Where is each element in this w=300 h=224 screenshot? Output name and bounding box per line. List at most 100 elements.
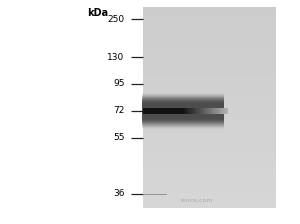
FancyBboxPatch shape	[142, 180, 276, 181]
Text: 72: 72	[113, 106, 124, 115]
FancyBboxPatch shape	[142, 45, 276, 47]
FancyBboxPatch shape	[209, 108, 210, 114]
FancyBboxPatch shape	[142, 203, 276, 205]
FancyBboxPatch shape	[142, 106, 276, 108]
FancyBboxPatch shape	[190, 108, 192, 114]
FancyBboxPatch shape	[142, 94, 276, 96]
FancyBboxPatch shape	[142, 96, 276, 97]
FancyBboxPatch shape	[142, 175, 276, 177]
FancyBboxPatch shape	[142, 10, 276, 12]
FancyBboxPatch shape	[142, 188, 276, 190]
FancyBboxPatch shape	[142, 159, 276, 161]
FancyBboxPatch shape	[204, 108, 205, 114]
FancyBboxPatch shape	[142, 126, 276, 128]
FancyBboxPatch shape	[142, 111, 276, 113]
Text: kDa: kDa	[87, 8, 108, 18]
FancyBboxPatch shape	[142, 161, 276, 163]
FancyBboxPatch shape	[142, 35, 276, 37]
FancyBboxPatch shape	[142, 15, 276, 17]
FancyBboxPatch shape	[142, 192, 276, 193]
FancyBboxPatch shape	[142, 7, 276, 8]
FancyBboxPatch shape	[142, 67, 276, 69]
FancyBboxPatch shape	[142, 57, 276, 59]
FancyBboxPatch shape	[142, 170, 276, 171]
FancyBboxPatch shape	[142, 25, 276, 27]
FancyBboxPatch shape	[210, 108, 211, 114]
FancyBboxPatch shape	[142, 101, 224, 120]
FancyBboxPatch shape	[142, 30, 276, 32]
FancyBboxPatch shape	[142, 27, 276, 28]
Text: 95: 95	[113, 80, 124, 88]
FancyBboxPatch shape	[142, 139, 276, 141]
FancyBboxPatch shape	[142, 29, 276, 30]
FancyBboxPatch shape	[218, 108, 219, 114]
Text: 130: 130	[107, 53, 124, 62]
FancyBboxPatch shape	[142, 100, 224, 122]
FancyBboxPatch shape	[142, 96, 224, 126]
FancyBboxPatch shape	[193, 108, 194, 114]
FancyBboxPatch shape	[142, 168, 276, 170]
FancyBboxPatch shape	[142, 207, 276, 208]
FancyBboxPatch shape	[142, 9, 276, 10]
FancyBboxPatch shape	[142, 100, 224, 121]
FancyBboxPatch shape	[211, 108, 212, 114]
FancyBboxPatch shape	[142, 104, 224, 118]
Text: 36: 36	[113, 189, 124, 198]
FancyBboxPatch shape	[215, 108, 217, 114]
FancyBboxPatch shape	[142, 105, 224, 117]
FancyBboxPatch shape	[142, 109, 276, 111]
FancyBboxPatch shape	[142, 183, 276, 185]
FancyBboxPatch shape	[142, 97, 276, 99]
FancyBboxPatch shape	[142, 151, 276, 153]
FancyBboxPatch shape	[142, 19, 276, 20]
FancyBboxPatch shape	[192, 108, 193, 114]
FancyBboxPatch shape	[203, 108, 204, 114]
FancyBboxPatch shape	[208, 108, 209, 114]
FancyBboxPatch shape	[142, 22, 276, 24]
FancyBboxPatch shape	[142, 186, 276, 188]
FancyBboxPatch shape	[199, 108, 200, 114]
FancyBboxPatch shape	[142, 99, 224, 123]
FancyBboxPatch shape	[206, 108, 208, 114]
FancyBboxPatch shape	[188, 108, 190, 114]
FancyBboxPatch shape	[142, 198, 276, 200]
FancyBboxPatch shape	[142, 64, 276, 65]
FancyBboxPatch shape	[214, 108, 215, 114]
FancyBboxPatch shape	[142, 66, 276, 67]
FancyBboxPatch shape	[142, 82, 276, 84]
FancyBboxPatch shape	[142, 106, 224, 116]
FancyBboxPatch shape	[142, 141, 276, 143]
FancyBboxPatch shape	[142, 97, 224, 125]
FancyBboxPatch shape	[142, 84, 276, 86]
FancyBboxPatch shape	[142, 181, 276, 183]
FancyBboxPatch shape	[142, 59, 276, 60]
FancyBboxPatch shape	[142, 112, 276, 114]
FancyBboxPatch shape	[201, 108, 202, 114]
FancyBboxPatch shape	[142, 108, 224, 114]
FancyBboxPatch shape	[205, 108, 206, 114]
FancyBboxPatch shape	[142, 158, 276, 159]
FancyBboxPatch shape	[142, 146, 276, 148]
FancyBboxPatch shape	[142, 13, 276, 15]
FancyBboxPatch shape	[142, 50, 276, 52]
FancyBboxPatch shape	[142, 190, 276, 192]
FancyBboxPatch shape	[224, 108, 225, 114]
FancyBboxPatch shape	[202, 108, 203, 114]
FancyBboxPatch shape	[142, 138, 276, 139]
FancyBboxPatch shape	[142, 193, 276, 195]
FancyBboxPatch shape	[226, 108, 227, 114]
FancyBboxPatch shape	[142, 108, 276, 109]
FancyBboxPatch shape	[142, 98, 224, 123]
FancyBboxPatch shape	[142, 24, 276, 25]
FancyBboxPatch shape	[219, 108, 220, 114]
FancyBboxPatch shape	[142, 62, 276, 64]
FancyBboxPatch shape	[142, 150, 276, 151]
FancyBboxPatch shape	[197, 108, 199, 114]
FancyBboxPatch shape	[142, 107, 224, 114]
FancyBboxPatch shape	[142, 79, 276, 81]
FancyBboxPatch shape	[225, 108, 226, 114]
FancyBboxPatch shape	[142, 123, 276, 124]
FancyBboxPatch shape	[220, 108, 221, 114]
FancyBboxPatch shape	[142, 71, 276, 72]
FancyBboxPatch shape	[142, 166, 276, 168]
